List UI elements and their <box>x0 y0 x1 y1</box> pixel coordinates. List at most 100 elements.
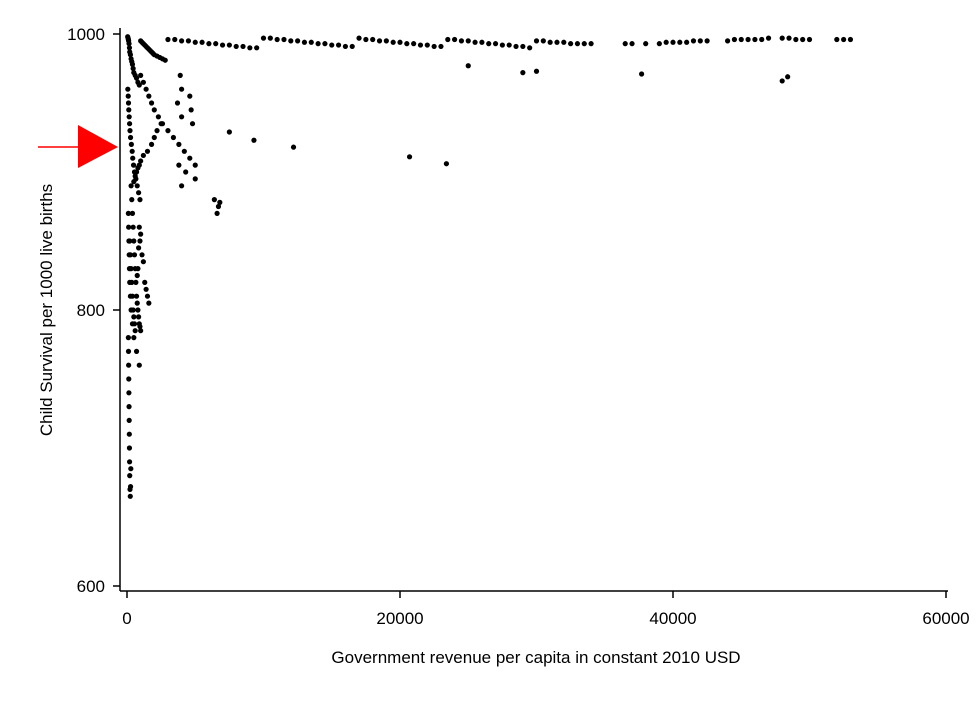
data-point <box>130 65 136 72</box>
data-point <box>247 45 253 51</box>
x-tick-label: 20000 <box>376 609 423 628</box>
data-point <box>165 128 171 134</box>
data-point <box>126 45 133 51</box>
data-point <box>165 36 171 43</box>
data-point <box>187 155 193 161</box>
data-point <box>126 459 133 465</box>
data-point <box>404 41 410 47</box>
data-point <box>424 42 430 48</box>
data-point <box>622 41 628 47</box>
data-point <box>131 314 137 320</box>
data-point <box>215 203 222 210</box>
data-point <box>643 41 649 47</box>
data-point <box>725 38 731 44</box>
data-point <box>390 39 396 45</box>
data-point <box>206 41 212 47</box>
data-point <box>581 41 587 47</box>
data-point <box>188 107 194 113</box>
data-point <box>540 38 546 44</box>
data-point <box>217 199 223 205</box>
x-axis-title: Government revenue per capita in constan… <box>331 648 740 667</box>
data-point <box>155 114 161 120</box>
data-point <box>133 75 140 81</box>
data-point <box>126 376 132 382</box>
data-point <box>129 197 135 203</box>
data-point <box>452 36 458 43</box>
data-point <box>126 362 132 368</box>
data-point <box>130 162 137 168</box>
data-point <box>125 86 131 92</box>
data-point <box>177 72 183 78</box>
data-point <box>135 266 141 272</box>
data-point <box>133 293 140 299</box>
data-point <box>219 42 226 48</box>
data-point <box>127 252 134 258</box>
data-point <box>513 43 519 50</box>
data-point <box>520 70 526 76</box>
data-point <box>458 38 465 44</box>
data-point <box>154 128 160 134</box>
data-point <box>214 210 220 216</box>
data-point <box>151 107 157 113</box>
data-points <box>125 34 854 499</box>
data-point <box>806 36 813 43</box>
x-tick-label: 0 <box>122 609 131 628</box>
data-point <box>148 141 155 147</box>
data-point <box>226 42 232 48</box>
x-tick-label: 40000 <box>649 609 696 628</box>
data-point <box>126 107 132 113</box>
data-point <box>533 38 540 44</box>
data-point <box>126 114 132 120</box>
data-point <box>130 224 136 230</box>
data-point <box>568 41 574 47</box>
data-point <box>151 134 157 141</box>
data-point <box>189 121 196 127</box>
data-point <box>288 38 294 44</box>
data-point <box>128 266 134 272</box>
data-point <box>136 82 142 88</box>
data-point <box>639 71 645 77</box>
y-tick-label: 1000 <box>67 25 105 44</box>
y-tick-label: 600 <box>77 577 105 596</box>
data-point <box>136 362 142 368</box>
data-point <box>136 190 142 196</box>
data-point <box>142 279 148 285</box>
data-point <box>295 38 301 44</box>
data-point <box>443 161 450 167</box>
data-point <box>133 169 140 175</box>
data-point <box>192 162 198 168</box>
data-point <box>126 431 132 437</box>
data-point <box>520 43 526 50</box>
data-point <box>260 35 267 41</box>
data-point <box>131 238 137 244</box>
data-point <box>133 279 139 285</box>
data-point <box>129 61 136 67</box>
data-point <box>127 128 133 134</box>
data-point <box>486 41 492 47</box>
data-point <box>629 41 635 47</box>
data-point <box>130 307 136 313</box>
data-point <box>472 39 478 45</box>
data-point <box>417 42 424 48</box>
data-point <box>322 41 328 47</box>
data-point <box>752 36 758 43</box>
data-point <box>138 158 144 164</box>
data-point <box>240 43 246 50</box>
data-point <box>140 79 146 85</box>
y-tick-label: 800 <box>77 301 105 320</box>
data-point <box>411 41 417 47</box>
data-point <box>213 41 219 47</box>
data-point <box>136 245 142 251</box>
data-point <box>136 314 142 320</box>
data-point <box>158 121 164 127</box>
x-tick-label: 60000 <box>922 609 969 628</box>
data-point <box>329 42 335 48</box>
data-point <box>356 35 362 41</box>
data-point <box>745 36 751 43</box>
data-point <box>138 328 144 334</box>
data-point <box>492 41 499 47</box>
data-point <box>183 169 189 175</box>
data-point <box>127 493 133 499</box>
data-point <box>127 473 133 479</box>
data-point <box>315 41 321 47</box>
